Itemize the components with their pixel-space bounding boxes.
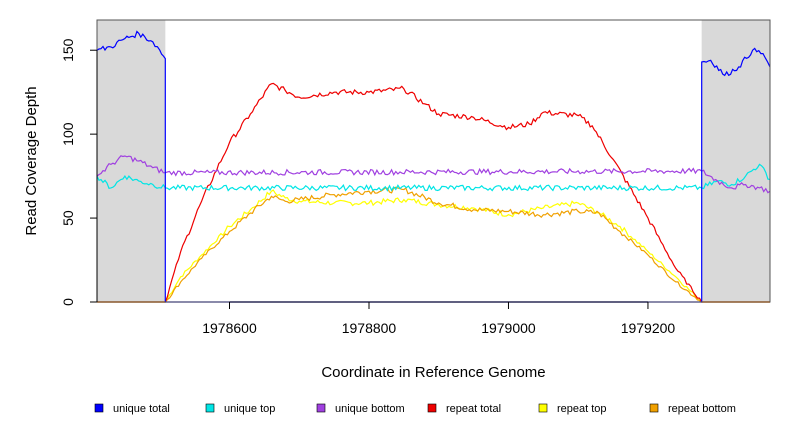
series-repeat-top	[97, 189, 770, 303]
y-tick-label: 150	[60, 38, 76, 62]
series-unique-top	[96, 163, 771, 192]
legend: unique total unique top unique bottom repea…	[94, 403, 736, 415]
legend-swatch	[94, 403, 104, 413]
unique-region-left	[97, 20, 166, 302]
legend-swatch	[538, 403, 548, 413]
legend-label: repeat bottom	[668, 403, 736, 415]
legend-label: repeat top	[557, 403, 607, 415]
legend-label: unique bottom	[335, 403, 405, 415]
x-axis-title: Coordinate in Reference Genome	[321, 364, 545, 381]
legend-item-unique-bottom: unique bottom	[316, 403, 405, 415]
x-tick-label: 1978800	[342, 320, 397, 336]
legend-item-repeat-total: repeat total	[427, 403, 501, 415]
legend-label: repeat total	[446, 403, 501, 415]
legend-label: unique top	[224, 403, 275, 415]
series-repeat-total	[97, 82, 770, 303]
legend-swatch	[205, 403, 215, 413]
legend-swatch	[316, 403, 326, 413]
legend-swatch	[427, 403, 437, 413]
x-tick-label: 1978600	[202, 320, 257, 336]
legend-item-unique-total: unique total	[94, 403, 170, 415]
legend-label: unique total	[113, 403, 170, 415]
legend-swatch	[649, 403, 659, 413]
legend-item-repeat-bottom: repeat bottom	[649, 403, 736, 415]
unique-region-right	[701, 20, 770, 302]
y-axis-title: Read Coverage Depth	[23, 86, 40, 235]
y-tick-label: 50	[60, 210, 76, 226]
series-repeat-bottom	[97, 186, 770, 303]
legend-item-unique-top: unique top	[205, 403, 275, 415]
y-tick-label: 0	[60, 298, 76, 306]
series-unique-bottom	[96, 155, 771, 194]
x-tick-label: 1979000	[481, 320, 536, 336]
x-tick-label: 1979200	[621, 320, 676, 336]
y-tick-label: 100	[60, 122, 76, 146]
legend-item-repeat-top: repeat top	[538, 403, 607, 415]
